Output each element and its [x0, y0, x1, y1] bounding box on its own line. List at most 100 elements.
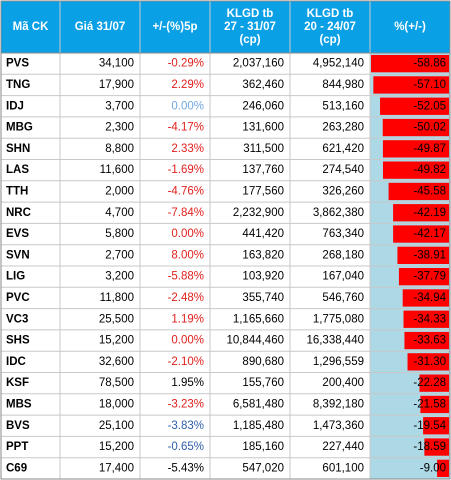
ticker: PVS	[6, 58, 29, 70]
header-label: Giá 31/07	[75, 21, 126, 33]
bar	[393, 204, 449, 222]
ticker: LIG	[6, 271, 25, 283]
cell: 246,060	[242, 100, 284, 112]
cell: 11,600	[100, 164, 134, 176]
cell: 3,862,380	[313, 207, 364, 219]
cell: 601,100	[322, 462, 364, 474]
cell: 8.00%	[171, 249, 204, 261]
header-label: KLGD tb	[227, 8, 274, 20]
header-label: (cp)	[319, 34, 340, 46]
bar	[437, 459, 449, 477]
cell: -1.69%	[168, 164, 204, 176]
cell: -5.88%	[168, 271, 204, 283]
cell: 621,420	[322, 143, 364, 155]
ticker: PPT	[6, 441, 28, 453]
cell: -3.23%	[168, 398, 204, 410]
bar	[382, 140, 449, 158]
cell: 2.29%	[171, 79, 204, 91]
cell: 25,100	[99, 420, 134, 432]
bar-label: -50.02	[413, 122, 446, 134]
bar	[398, 268, 449, 286]
bar-label: -38.91	[413, 249, 446, 261]
bar-label: -42.17	[413, 228, 446, 240]
bar	[402, 289, 449, 307]
bar	[404, 331, 449, 350]
cell: 311,500	[243, 143, 284, 155]
cell: 1,775,080	[313, 313, 364, 325]
cell: 1,185,480	[233, 420, 284, 432]
cell: 17,900	[99, 79, 134, 91]
cell: -0.65%	[168, 441, 204, 453]
ticker: LAS	[6, 164, 29, 176]
bar	[371, 55, 449, 73]
cell: 8,392,180	[313, 398, 364, 410]
cell: 185,160	[242, 441, 284, 453]
cell: 18,000	[99, 398, 134, 410]
cell: 513,160	[322, 100, 364, 112]
header-label: 27 - 31/07	[224, 21, 276, 33]
cell: 2,000	[105, 185, 134, 197]
cell: 362,460	[242, 79, 284, 91]
bar	[419, 374, 449, 392]
header-label: (cp)	[239, 34, 260, 46]
bar-label: -37.79	[413, 271, 446, 283]
cell: -7.84%	[168, 207, 204, 219]
cell: 155,760	[242, 377, 284, 389]
ticker: C69	[6, 462, 27, 474]
cell: 137,760	[242, 164, 284, 176]
cell: 16,338,440	[306, 335, 364, 347]
cell: 34,100	[99, 58, 134, 70]
bar	[423, 417, 449, 435]
header-label: KLGD tb	[307, 8, 354, 20]
cell: 15,200	[99, 441, 134, 453]
cell: 0.00%	[171, 100, 204, 112]
cell: 2.33%	[171, 143, 204, 155]
bar-label: -21.58	[413, 398, 446, 410]
cell: 200,400	[322, 377, 364, 389]
cell: 546,760	[322, 292, 364, 304]
bar-label: -49.82	[413, 164, 446, 176]
ticker: PVC	[6, 292, 30, 304]
cell: 4,952,140	[313, 58, 364, 70]
cell: -0.29%	[168, 58, 204, 70]
bar	[397, 246, 449, 264]
bar	[407, 353, 449, 371]
cell: 167,040	[322, 271, 364, 283]
ticker: IDJ	[6, 100, 24, 112]
cell: -2.48%	[168, 292, 204, 304]
ticker: SHN	[6, 143, 30, 155]
bar	[424, 438, 449, 456]
cell: 1.95%	[171, 377, 204, 389]
cell: 844,980	[322, 79, 364, 91]
cell: -4.76%	[168, 185, 204, 197]
cell: 11,800	[100, 292, 134, 304]
cell: 0.00%	[171, 228, 204, 240]
ticker: SHS	[6, 335, 30, 347]
bar-label: -34.33	[413, 313, 446, 325]
bar	[403, 310, 449, 328]
bar-label: -19.54	[413, 420, 446, 432]
cell: 547,020	[242, 462, 284, 474]
bar-label: -45.58	[413, 185, 446, 197]
bar-label: -22.28	[413, 377, 446, 389]
bar	[393, 225, 449, 243]
ticker: MBS	[6, 398, 32, 410]
ticker: NRC	[6, 207, 31, 219]
cell: 17,400	[99, 462, 134, 474]
cell: 4,700	[105, 207, 134, 219]
header-bg	[1, 1, 450, 53]
ticker: EVS	[6, 228, 29, 240]
cell: 763,340	[322, 228, 364, 240]
cell: 355,740	[242, 292, 284, 304]
cell: 103,920	[242, 271, 284, 283]
cell: 5,800	[105, 228, 134, 240]
cell: 131,600	[242, 122, 284, 134]
ticker: MBG	[6, 122, 33, 134]
cell: 441,420	[242, 228, 284, 240]
cell: 78,500	[99, 377, 134, 389]
bar	[420, 395, 449, 414]
bar-label: -18.59	[413, 441, 446, 453]
bar-label: -34.94	[413, 292, 446, 304]
header-label: Mã CK	[13, 21, 49, 33]
